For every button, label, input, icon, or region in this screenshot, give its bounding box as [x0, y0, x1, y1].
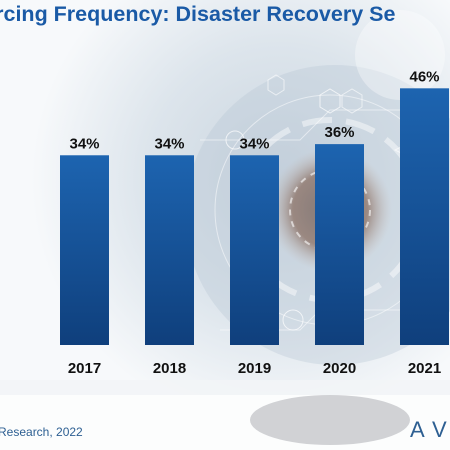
category-label-2017: 2017: [68, 360, 101, 377]
category-label-2021: 2021: [408, 360, 441, 377]
bar-2017: [60, 155, 109, 345]
value-labels-group: 34% 34% 34% 36% 46%: [69, 68, 439, 152]
bar-2018: [145, 155, 194, 345]
category-label-2020: 2020: [323, 360, 356, 377]
logo-text: AV: [410, 417, 450, 442]
category-label-2019: 2019: [238, 360, 271, 377]
bar-2021: [400, 88, 449, 345]
bar-2020: [315, 144, 364, 345]
category-label-2018: 2018: [153, 360, 186, 377]
chart-title: urcing Frequency: Disaster Recovery Se: [0, 2, 396, 26]
source-note: Research, 2022: [0, 425, 83, 439]
category-labels-group: 2017 2018 2019 2020 2021: [68, 360, 441, 377]
value-label-2018: 34%: [154, 135, 184, 152]
bar-2019: [230, 155, 279, 345]
value-label-2019: 34%: [239, 135, 269, 152]
value-label-2020: 36%: [324, 124, 354, 141]
value-label-2021: 46%: [409, 68, 439, 85]
bars-group: [60, 88, 449, 345]
value-label-2017: 34%: [69, 135, 99, 152]
